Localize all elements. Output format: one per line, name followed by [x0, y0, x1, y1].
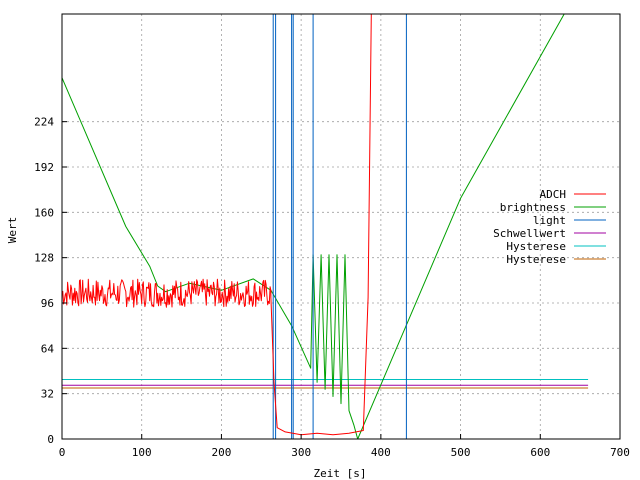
legend-label-1: brightness [500, 201, 566, 214]
series-line-0 [61, 13, 589, 436]
series-line-1 [61, 13, 589, 440]
x-tick-label: 700 [610, 446, 630, 459]
y-axis-label: Wert [6, 217, 19, 244]
y-tick-label: 64 [41, 342, 55, 355]
y-tick-labels: 0 32 64 96 128 160 192 224 [34, 116, 67, 446]
y-tick-label: 32 [41, 388, 54, 401]
x-tick-label: 500 [451, 446, 471, 459]
x-tick-label: 100 [132, 446, 152, 459]
legend-label-5: Hysterese [506, 253, 566, 266]
legend-label-3: Schwellwert [493, 227, 566, 240]
y-tick-label: 128 [34, 252, 54, 265]
y-tick-label: 0 [47, 433, 54, 446]
legend-label-0: ADCH [540, 188, 567, 201]
legend-label-4: Hysterese [506, 240, 566, 253]
legend-label-2: light [533, 214, 566, 227]
grid-lines [62, 14, 620, 439]
x-tick-labels: 0 100 200 300 400 500 600 700 [59, 434, 630, 459]
x-tick-label: 400 [371, 446, 391, 459]
x-tick-label: 200 [211, 446, 231, 459]
legend: ADCHbrightnesslightSchwellwertHystereseH… [493, 188, 606, 266]
x-tick-label: 600 [530, 446, 550, 459]
x-tick-label: 300 [291, 446, 311, 459]
y-tick-label: 224 [34, 116, 54, 129]
x-tick-label: 0 [59, 446, 66, 459]
y-tick-label: 160 [34, 206, 54, 219]
x-axis-label: Zeit [s] [314, 467, 367, 480]
plot-frame [61, 13, 621, 440]
y-tick-label: 192 [34, 161, 54, 174]
y-tick-label: 96 [41, 297, 54, 310]
